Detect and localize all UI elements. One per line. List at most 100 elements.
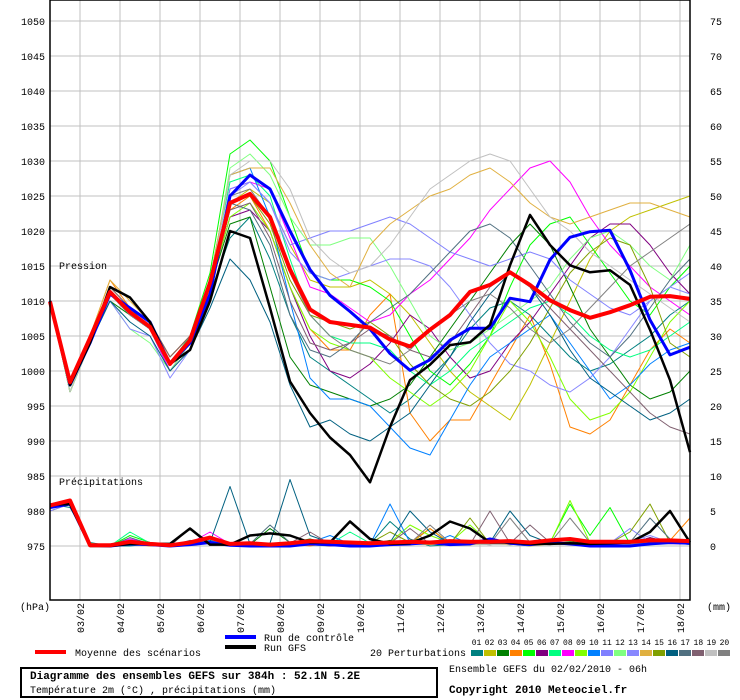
left-tick-label: 1000: [21, 368, 45, 379]
x-tick-label: 12/02: [436, 603, 448, 633]
perturbation-18-legend-number: 18: [693, 639, 704, 648]
perturbation-13-legend-number: 13: [628, 639, 638, 648]
x-tick-label: 04/02: [116, 603, 128, 633]
perturbation-20-legend-swatch: [718, 650, 731, 656]
perturbation-20-legend-number: 20: [719, 639, 730, 648]
perturbation-09-legend-number: 09: [576, 639, 586, 648]
perturbation-09-legend-swatch: [574, 650, 587, 656]
right-tick-label: 15: [710, 438, 722, 449]
perturbation-01-legend-swatch: [470, 650, 483, 656]
precip-panel-label: Précipitations: [59, 477, 143, 489]
right-tick-label: 35: [710, 298, 722, 309]
left-tick-label: 1050: [21, 18, 45, 29]
perturbation-18-legend-swatch: [692, 650, 705, 656]
x-tick-label: 07/02: [236, 603, 248, 633]
perturbation-06-legend-swatch: [535, 650, 548, 656]
right-tick-label: 5: [710, 508, 716, 519]
perturbation-07-legend-swatch: [548, 650, 561, 656]
title-box: Diagramme des ensembles GEFS sur 384h : …: [20, 667, 438, 698]
right-axis-unit: (mm): [707, 602, 731, 614]
perturbation-16-precip-line: [50, 479, 691, 547]
perturbation-03-legend-number: 03: [497, 639, 508, 648]
right-tick-label: 25: [710, 368, 722, 379]
left-tick-label: 1005: [21, 333, 45, 344]
perturbation-05-legend-swatch: [522, 650, 535, 656]
x-tick-label: 14/02: [516, 603, 528, 633]
legend-perturbations-label: 20 Perturbations: [370, 648, 466, 660]
right-tick-label: 30: [710, 333, 722, 344]
legend-mean-label: Moyenne des scénarios: [75, 648, 201, 660]
perturbation-04-legend-number: 04: [510, 639, 521, 648]
perturbation-08-legend-swatch: [561, 650, 574, 656]
x-tick-label: 05/02: [156, 603, 168, 633]
perturbation-10-legend-swatch: [587, 650, 600, 656]
series-layer: [48, 139, 692, 548]
mean-precip-line: [49, 498, 691, 548]
perturbation-08-legend-number: 08: [563, 639, 573, 648]
right-tick-label: 75: [710, 18, 722, 29]
left-tick-label: 980: [27, 508, 45, 519]
perturbation-16-legend-swatch: [666, 650, 679, 656]
perturbation-10-pressure-line: [49, 167, 691, 456]
x-tick-label: 13/02: [476, 603, 488, 633]
right-tick-label: 10: [710, 473, 722, 484]
chart-subtitle: Température 2m (°C) , précipitations (mm…: [30, 686, 277, 697]
perturbation-15-legend-number: 15: [654, 639, 664, 648]
perturbation-14-legend-number: 14: [641, 639, 651, 648]
pressure-panel-label: Pression: [59, 261, 107, 273]
left-tick-label: 985: [27, 473, 45, 484]
right-tick-label: 20: [710, 403, 722, 414]
perturbation-19-legend-number: 19: [706, 639, 717, 648]
perturbation-17-legend-number: 17: [680, 639, 691, 648]
perturbation-12-legend-swatch: [614, 650, 627, 656]
perturbation-10-legend-number: 10: [589, 639, 599, 648]
right-tick-label: 0: [710, 543, 716, 554]
perturbation-14-pressure-line: [49, 167, 691, 386]
perturbation-17-legend-swatch: [679, 650, 692, 656]
left-tick-label: 995: [27, 403, 45, 414]
right-tick-label: 65: [710, 88, 722, 99]
left-tick-label: 1035: [21, 123, 45, 134]
plot-frame: [49, 0, 691, 601]
left-tick-label: 1015: [21, 263, 45, 274]
left-tick-label: 1020: [21, 228, 45, 239]
right-tick-label: 60: [710, 123, 722, 134]
right-tick-label: 70: [710, 53, 722, 64]
mean-pressure-line: [48, 191, 691, 385]
x-tick-label: 10/02: [356, 603, 368, 633]
perturbation-02-legend-number: 02: [484, 639, 495, 648]
left-tick-label: 990: [27, 438, 45, 449]
legend-control-label: Run de contrôle: [264, 633, 354, 645]
x-tick-label: 09/02: [316, 603, 328, 633]
perturbation-12-legend-number: 12: [615, 639, 625, 648]
right-tick-label: 55: [710, 158, 722, 169]
right-tick-label: 50: [710, 193, 722, 204]
x-tick-label: 06/02: [196, 603, 208, 633]
x-tick-label: 18/02: [676, 603, 688, 633]
perturbation-03-legend-swatch: [496, 650, 509, 656]
chart-title: Diagramme des ensembles GEFS sur 384h : …: [30, 671, 361, 683]
perturbation-06-legend-number: 06: [536, 639, 547, 648]
legend-gfs-label: Run GFS: [264, 644, 306, 655]
right-tick-label: 45: [710, 228, 722, 239]
perturbation-02-legend-swatch: [483, 650, 496, 656]
perturbation-01-legend-number: 01: [471, 639, 482, 648]
left-axis-unit: (hPa): [20, 602, 50, 614]
left-tick-label: 1045: [21, 53, 45, 64]
axes-labels: 1050104510401035103010251020101510101005…: [21, 18, 722, 633]
perturbation-14-legend-swatch: [640, 650, 653, 656]
perturbation-16-pressure-line: [49, 258, 691, 442]
copyright: Copyright 2010 Meteociel.fr: [449, 685, 628, 697]
left-tick-label: 1030: [21, 158, 45, 169]
x-tick-label: 17/02: [636, 603, 648, 633]
x-tick-label: 11/02: [396, 603, 408, 633]
perturbation-04-legend-swatch: [509, 650, 522, 656]
x-tick-label: 03/02: [76, 603, 88, 633]
x-tick-label: 15/02: [556, 603, 568, 633]
perturbation-05-legend-number: 05: [523, 639, 534, 648]
x-tick-label: 16/02: [596, 603, 608, 633]
right-tick-label: 40: [710, 263, 722, 274]
left-tick-label: 1025: [21, 193, 45, 204]
grid: [50, 0, 690, 600]
